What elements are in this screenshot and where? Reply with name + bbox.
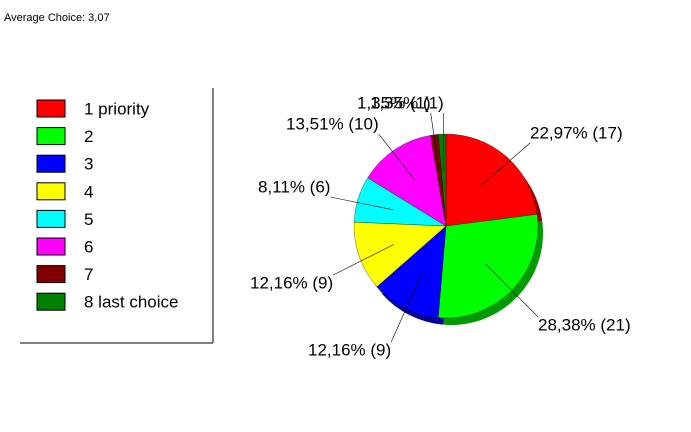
legend-swatch <box>36 292 66 311</box>
leader-line <box>333 244 395 276</box>
legend-label: 5 <box>84 210 93 229</box>
legend-swatch <box>36 209 66 228</box>
data-label: 12,16% (9) <box>308 340 391 359</box>
data-label: 12,16% (9) <box>250 273 333 292</box>
data-label: 1,35% (1) <box>357 93 431 112</box>
legend-swatch <box>36 99 66 118</box>
legend-swatch <box>36 265 66 284</box>
legend-label: 7 <box>84 265 93 284</box>
legend-label: 2 <box>84 127 93 146</box>
data-label: 13,51% (10) <box>286 114 379 133</box>
legend-label: 3 <box>84 155 93 174</box>
legend-swatch <box>36 127 66 146</box>
pie <box>353 133 539 319</box>
leader-line <box>430 112 440 172</box>
leader-line <box>485 263 539 318</box>
legend-label: 1 priority <box>84 99 150 118</box>
legend-label: 6 <box>84 237 93 256</box>
legend-swatch <box>36 154 66 173</box>
legend-label: 4 <box>84 182 93 201</box>
data-label: 28,38% (21) <box>538 315 631 334</box>
leader-line <box>390 275 422 343</box>
leader-line <box>330 196 394 211</box>
legend-label: 8 last choice <box>84 293 179 312</box>
legend-swatch <box>36 182 66 201</box>
slice <box>353 221 447 287</box>
legend-swatch <box>36 237 66 256</box>
data-label: 1,35% (1) <box>370 93 444 112</box>
leader-line <box>378 133 416 181</box>
data-label: 22,97% (17) <box>530 123 623 142</box>
data-label: 8,11% (6) <box>258 177 330 196</box>
slice <box>445 133 538 227</box>
leader-line <box>482 142 531 185</box>
slice <box>376 225 447 318</box>
slice <box>438 133 447 227</box>
slice <box>367 135 447 227</box>
chart-title: Average Choice: 3,07 <box>4 12 110 24</box>
